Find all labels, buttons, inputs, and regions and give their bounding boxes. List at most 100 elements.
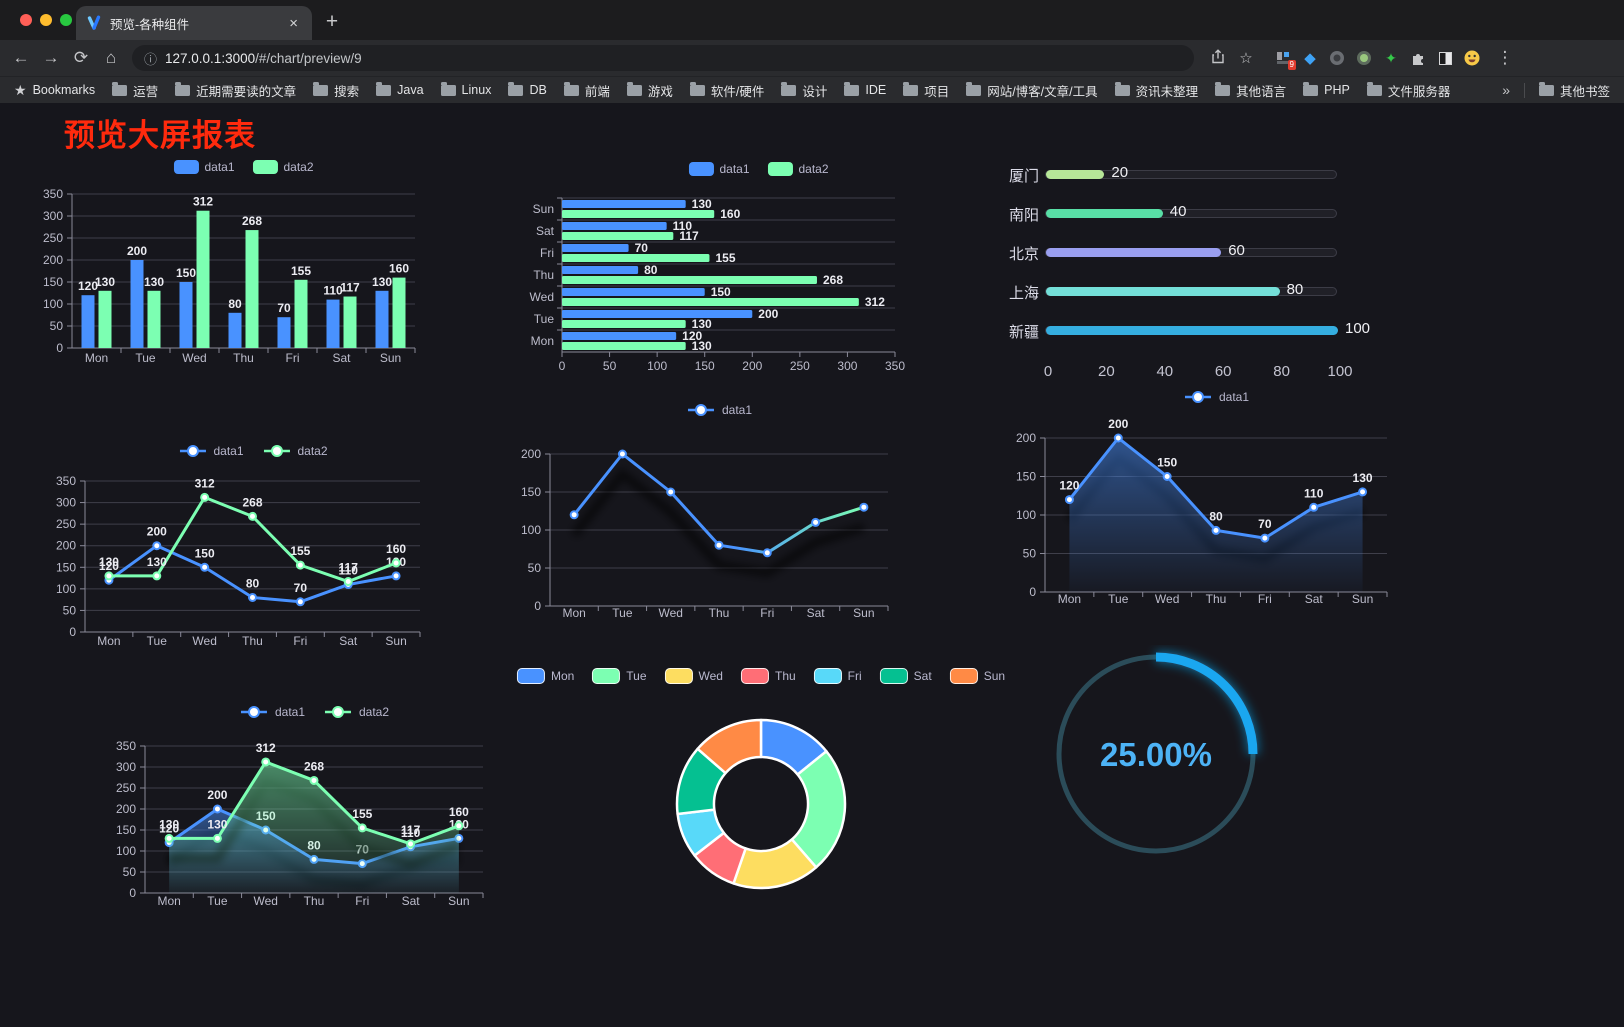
svg-text:Fri: Fri: [760, 606, 774, 620]
legend-item[interactable]: data2: [262, 444, 328, 458]
legend-swatch: [949, 668, 978, 684]
back-icon[interactable]: ←: [12, 48, 30, 67]
bar: [277, 317, 291, 348]
green-circle-extension-icon[interactable]: [1355, 49, 1373, 67]
data-point: [1064, 495, 1074, 505]
svg-text:150: 150: [1157, 456, 1177, 470]
puzzle-icon[interactable]: [1409, 49, 1427, 67]
bookmark-folder-item[interactable]: 其他语言: [1215, 81, 1286, 100]
svg-text:130: 130: [692, 197, 712, 211]
emoji-extension-icon[interactable]: [1463, 49, 1481, 67]
bookmark-folder-item[interactable]: 近期需要读的文章: [175, 81, 296, 100]
legend-swatch: [740, 668, 769, 684]
legend-item[interactable]: data1: [688, 162, 750, 176]
svg-text:130: 130: [207, 817, 227, 831]
bookmark-folder-item[interactable]: IDE: [844, 82, 886, 97]
share-icon[interactable]: [1204, 48, 1232, 68]
chart-grouped-bar: 0 50 100 150 200 250 300 350 Mon Tue Wed Thu Fri Sat S…: [40, 150, 460, 378]
data-point: [1358, 487, 1368, 497]
svg-text:70: 70: [294, 581, 308, 595]
bookmark-folder-item[interactable]: PHP: [1303, 82, 1350, 97]
chart-canvas: 0 50 100 150 200 250 300 350 Mon Tue Wed Thu Fri Sat S…: [116, 739, 484, 908]
progress-track: [1045, 248, 1337, 257]
home-icon[interactable]: ⌂: [105, 48, 117, 67]
legend-item[interactable]: Wed: [664, 668, 723, 684]
svg-text:250: 250: [116, 781, 136, 795]
legend-item[interactable]: data2: [323, 705, 389, 719]
bookmark-folder-item[interactable]: 网站/博客/文章/工具: [966, 81, 1098, 100]
reader-mode-icon[interactable]: [1436, 49, 1454, 67]
svg-text:Tue: Tue: [207, 894, 228, 908]
tab-close-icon[interactable]: ×: [289, 14, 298, 32]
bookmark-folder-item[interactable]: 搜索: [313, 81, 359, 100]
svg-text:50: 50: [603, 359, 617, 373]
legend-item[interactable]: Fri: [813, 668, 862, 684]
legend-item[interactable]: Mon: [516, 668, 574, 684]
bar: [562, 310, 753, 318]
data-point: [309, 775, 319, 785]
blocks-extension-icon[interactable]: 9: [1274, 49, 1296, 70]
bar: [562, 288, 705, 296]
bookmark-folder-item[interactable]: 文件服务器: [1366, 81, 1450, 100]
svg-text:130: 130: [692, 339, 712, 353]
data-point: [104, 571, 114, 581]
bookmark-folder-item[interactable]: 资讯未整理: [1114, 81, 1198, 100]
bookmark-star-icon[interactable]: ☆: [1239, 50, 1253, 67]
svg-text:150: 150: [521, 485, 541, 499]
maximize-window-icon[interactable]: [60, 14, 72, 26]
legend-item[interactable]: data1: [173, 160, 235, 174]
legend-item[interactable]: data1: [686, 403, 752, 417]
menu-icon[interactable]: ⋮: [1496, 48, 1514, 67]
svg-text:70: 70: [1258, 517, 1272, 531]
minimize-window-icon[interactable]: [40, 14, 52, 26]
close-window-icon[interactable]: [20, 14, 32, 26]
bookmark-folder-item[interactable]: Java: [376, 82, 424, 97]
svg-text:0: 0: [69, 625, 76, 639]
bookmark-folder-item[interactable]: DB: [508, 82, 547, 97]
data-point: [248, 511, 257, 521]
bookmark-folder-item[interactable]: 项目: [903, 81, 949, 100]
progress-value: 40: [1169, 203, 1187, 220]
svg-text:268: 268: [242, 214, 262, 228]
data-point: [248, 592, 257, 602]
page-title: 预览大屏报表: [64, 118, 256, 153]
legend-item[interactable]: data1: [1183, 390, 1249, 404]
bookmark-folder-item[interactable]: 前端: [563, 81, 610, 100]
bookmark-folder-item[interactable]: 游戏: [626, 81, 673, 100]
forward-icon[interactable]: →: [42, 48, 60, 67]
gem-extension-icon[interactable]: ◆: [1304, 50, 1316, 67]
legend-item[interactable]: Sun: [949, 668, 1005, 684]
reload-icon[interactable]: ⟳: [73, 48, 89, 67]
folder-icon: [844, 82, 860, 96]
legend-item[interactable]: data2: [252, 160, 314, 174]
svg-text:350: 350: [885, 359, 905, 373]
green-star-extension-icon[interactable]: ✦: [1385, 49, 1397, 66]
bookmark-folder-item[interactable]: 设计: [781, 81, 827, 100]
axis-tick-label: 60: [1214, 363, 1232, 380]
legend-item[interactable]: Sat: [879, 668, 932, 684]
svg-text:312: 312: [195, 476, 215, 490]
legend-item[interactable]: Thu: [740, 668, 796, 684]
legend-item[interactable]: data1: [239, 705, 305, 719]
bookmark-folder-item[interactable]: 软件/硬件: [689, 81, 764, 100]
bookmark-folder-item[interactable]: 运营: [112, 81, 158, 100]
browser-tab[interactable]: 预览-各种组件 ×: [76, 6, 312, 40]
bookmarks-overflow-chevron[interactable]: »: [1502, 82, 1510, 98]
new-tab-button[interactable]: +: [325, 10, 339, 33]
site-info-icon[interactable]: ⓘ: [144, 51, 158, 67]
legend-item[interactable]: data2: [767, 162, 829, 176]
data-point: [357, 823, 367, 833]
address-bar[interactable]: ⓘ 127.0.0.1:3000 /#/chart/preview/9: [132, 45, 1194, 71]
svg-text:250: 250: [790, 359, 810, 373]
chart-canvas: [675, 718, 847, 890]
svg-text:130: 130: [159, 817, 179, 831]
browser-toolbar: ← → ⟳ ⌂ ⓘ 127.0.0.1:3000 /#/chart/previe…: [0, 40, 1624, 76]
bar: [562, 210, 715, 218]
bookmarks-manager-item[interactable]: ★ Bookmarks: [14, 81, 96, 98]
other-bookmarks-item[interactable]: 其他书签: [1538, 81, 1610, 100]
data-point: [261, 757, 271, 767]
bookmark-folder-item[interactable]: Linux: [440, 82, 491, 97]
legend-item[interactable]: data1: [177, 444, 244, 458]
legend-item[interactable]: Tue: [592, 668, 647, 684]
dark-circle-extension-icon[interactable]: [1328, 49, 1346, 67]
